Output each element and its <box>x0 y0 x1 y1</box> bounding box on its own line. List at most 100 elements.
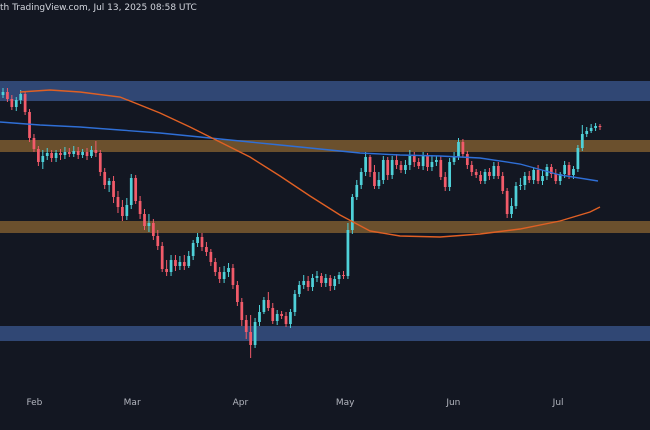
candle-body <box>594 126 597 128</box>
candle-body <box>151 223 155 236</box>
candle-body <box>465 154 469 165</box>
candle-body <box>222 272 226 279</box>
candle-body <box>191 243 195 256</box>
candle-body <box>563 165 566 174</box>
candle-body <box>218 272 222 279</box>
candle-body <box>169 260 173 272</box>
candle-body <box>558 174 562 181</box>
candle-body <box>435 160 438 162</box>
x-tick-label: Jun <box>445 398 460 408</box>
candle-body <box>182 262 186 266</box>
candle-body <box>404 165 407 170</box>
candle-body <box>205 247 208 252</box>
candle-body <box>572 169 575 175</box>
zone-support-upper <box>0 221 650 233</box>
candle-body <box>143 214 146 226</box>
candle-body <box>6 92 9 99</box>
candle-body <box>589 128 593 131</box>
candle-body <box>576 148 580 169</box>
zone-resistance-lower <box>0 140 650 152</box>
moving-average-orange <box>19 89 601 238</box>
candle-body <box>1 92 5 95</box>
price-zones <box>0 81 650 341</box>
candle-body <box>461 142 465 154</box>
candle-body <box>37 149 40 162</box>
candle-body <box>116 197 120 207</box>
candle-body <box>50 153 54 158</box>
candle-body <box>359 172 363 185</box>
candle-body <box>320 276 323 283</box>
candle-body <box>23 94 27 112</box>
candle-body <box>213 262 217 272</box>
candle-body <box>328 278 332 286</box>
candle-body <box>147 223 151 226</box>
candle-body <box>488 172 491 176</box>
candle-body <box>107 181 111 185</box>
candle-body <box>90 150 93 156</box>
candle-body <box>479 175 482 181</box>
candle-body <box>125 205 129 216</box>
candle-body <box>390 160 394 175</box>
candle-body <box>284 316 288 324</box>
candle-body <box>138 201 142 214</box>
candle-body <box>408 156 412 165</box>
candle-body <box>443 177 447 187</box>
candle-body <box>474 172 478 175</box>
candle-body <box>541 176 544 181</box>
candle-body <box>187 256 191 266</box>
candle-body <box>244 320 248 332</box>
zone-support-lower <box>0 326 650 341</box>
candle-body <box>41 156 45 162</box>
candle-body <box>532 170 536 180</box>
candle-body <box>289 312 292 324</box>
candle-body <box>112 181 115 197</box>
candle-body <box>160 246 164 269</box>
candle-body <box>59 153 62 155</box>
candle-body <box>519 185 522 186</box>
candle-body <box>527 176 531 180</box>
candle-body <box>271 308 275 321</box>
candle-body <box>421 156 425 166</box>
x-tick-label: Feb <box>26 398 42 408</box>
candle-body <box>67 152 71 154</box>
candle-body <box>280 314 283 316</box>
candle-body <box>501 176 505 191</box>
candle-body <box>266 300 270 308</box>
candle-body <box>580 134 584 148</box>
candle-series <box>1 88 602 358</box>
candle-body <box>227 268 230 272</box>
candle-body <box>54 153 58 158</box>
candle-body <box>45 153 49 156</box>
candle-body <box>72 151 76 154</box>
candle-body <box>253 322 257 345</box>
x-axis: Feb Mar Apr May Jun Jul <box>26 398 563 408</box>
candle-body <box>585 131 589 134</box>
candle-body <box>81 152 84 155</box>
candle-body <box>196 237 199 243</box>
candle-body <box>94 150 98 153</box>
candle-body <box>448 162 452 187</box>
candle-body <box>306 281 310 287</box>
candle-body <box>134 178 138 201</box>
candle-body <box>567 165 571 175</box>
candle-body <box>510 206 513 214</box>
candle-body <box>156 236 160 246</box>
moving-average-lines <box>0 89 601 238</box>
candle-body <box>249 332 253 345</box>
candle-body <box>496 166 500 176</box>
candle-body <box>19 94 23 100</box>
candle-body <box>333 279 337 286</box>
candle-body <box>514 186 518 206</box>
candle-body <box>399 165 403 170</box>
candle-body <box>598 126 602 127</box>
candle-body <box>505 191 509 214</box>
x-tick-label: Jul <box>552 398 564 408</box>
candle-body <box>457 142 460 157</box>
candle-body <box>554 174 558 181</box>
candle-body <box>452 157 456 162</box>
candle-body <box>275 314 279 321</box>
candle-body <box>103 172 107 185</box>
candle-body <box>355 185 359 197</box>
candle-body <box>293 294 297 312</box>
